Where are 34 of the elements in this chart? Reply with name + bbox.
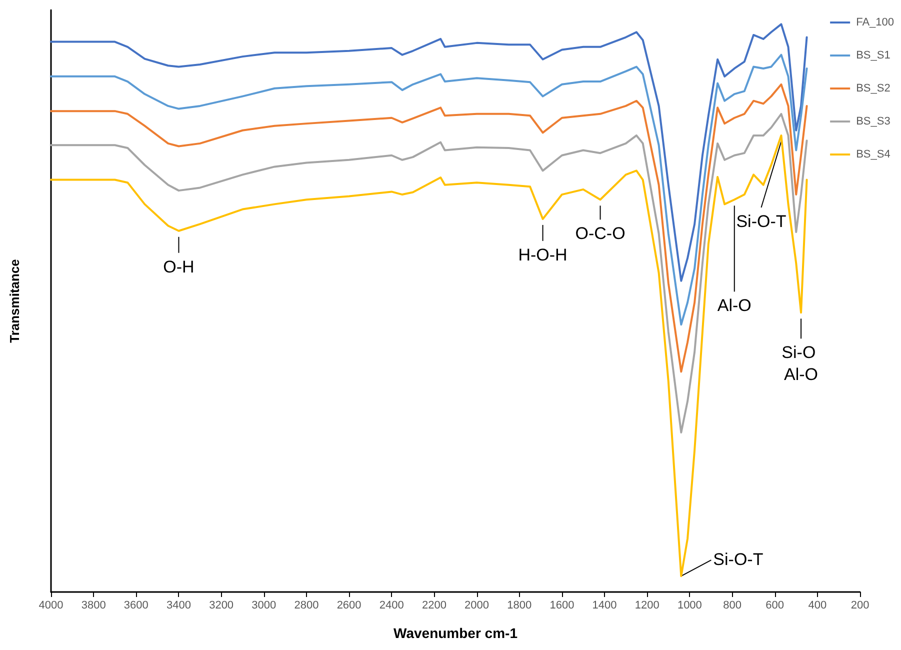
x-tick-label: 200 bbox=[850, 600, 870, 612]
x-tick-label: 1200 bbox=[634, 600, 660, 612]
x-tick-label: 3200 bbox=[209, 600, 234, 612]
x-tick-label: 1600 bbox=[550, 600, 574, 612]
legend-label: BS_S3 bbox=[856, 116, 890, 128]
y-axis-title: Transmitance bbox=[7, 259, 22, 343]
x-axis-title: Wavenumber cm-1 bbox=[394, 625, 518, 641]
x-tick-label: 3600 bbox=[124, 600, 148, 612]
annotation: Si-O Al-O bbox=[782, 343, 820, 384]
annotation: Al-O bbox=[717, 296, 752, 316]
x-tick-label: 800 bbox=[723, 600, 742, 612]
x-tick-label: 3400 bbox=[166, 600, 191, 612]
annotation: O-H bbox=[163, 257, 194, 276]
x-tick-label: 4000 bbox=[38, 600, 64, 612]
x-tick-label: 2400 bbox=[379, 600, 404, 612]
x-tick-label: 2600 bbox=[336, 600, 362, 612]
annotation: H-O-H bbox=[518, 245, 568, 264]
x-tick-label: 600 bbox=[766, 600, 784, 612]
x-tick-label: 1400 bbox=[592, 600, 617, 612]
annotation: O-C-O bbox=[575, 224, 626, 244]
x-tick-label: 3000 bbox=[252, 600, 276, 612]
annotation: Si-O-T bbox=[713, 550, 764, 570]
annotation: Si-O-T bbox=[736, 212, 786, 231]
legend-label: BS_S1 bbox=[856, 50, 890, 62]
legend-label: BS_S2 bbox=[856, 82, 890, 94]
x-tick-label: 2000 bbox=[464, 600, 490, 612]
legend-label: BS_S4 bbox=[856, 148, 890, 160]
legend-label: FA_100 bbox=[856, 16, 894, 28]
x-tick-label: 1000 bbox=[677, 600, 702, 612]
x-tick-label: 2800 bbox=[294, 600, 319, 612]
x-tick-label: 1800 bbox=[507, 600, 532, 612]
x-tick-label: 2200 bbox=[422, 600, 446, 612]
x-tick-label: 3800 bbox=[81, 600, 106, 612]
x-tick-label: 400 bbox=[808, 600, 827, 612]
